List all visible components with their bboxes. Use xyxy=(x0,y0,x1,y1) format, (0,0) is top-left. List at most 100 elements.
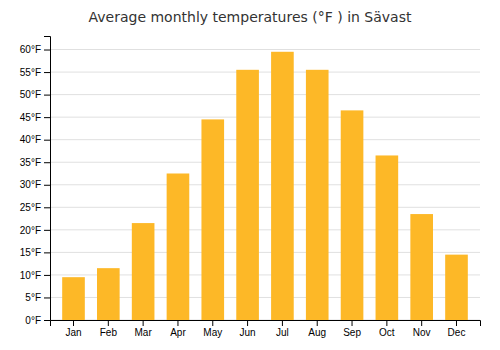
y-tick: 60°F xyxy=(20,44,50,55)
y-tick-mark xyxy=(44,185,50,186)
x-tick-label: Mar xyxy=(135,327,153,338)
x-tick: Jul xyxy=(276,320,289,338)
bar xyxy=(376,155,399,320)
grid-line xyxy=(50,139,480,140)
y-tick-label: 40°F xyxy=(20,134,41,145)
y-tick: 40°F xyxy=(20,134,50,145)
x-tick-mark xyxy=(212,320,213,326)
x-tick-mark xyxy=(317,320,318,326)
x-tick: Mar xyxy=(135,320,153,338)
bar xyxy=(271,52,294,320)
x-tick: Feb xyxy=(100,320,118,338)
grid-line xyxy=(50,162,480,163)
grid-line xyxy=(50,184,480,185)
y-tick: 35°F xyxy=(20,157,50,168)
y-tick-mark xyxy=(44,230,50,231)
chart: 0°F 5°F 10°F 15°F 20°F 25°F 30°F 35°F 40°F 45°F 50… xyxy=(0,0,500,350)
y-tick-label: 20°F xyxy=(20,225,41,236)
grid-line xyxy=(50,49,480,50)
y-tick-label: 55°F xyxy=(20,67,41,78)
x-tick-mark xyxy=(177,320,178,326)
x-tick: Aug xyxy=(308,320,326,338)
grid-line xyxy=(50,94,480,95)
y-tick: 50°F xyxy=(20,89,50,100)
y-tick-label: 50°F xyxy=(20,89,41,100)
y-tick-mark xyxy=(44,140,50,141)
x-tick-mark xyxy=(247,320,248,326)
bar xyxy=(201,119,224,320)
x-axis: Jan Feb Mar Apr May Jun Jul Aug Sep Oct Nov Dec xyxy=(51,320,481,338)
x-tick: Jun xyxy=(240,320,256,338)
y-tick-label: 10°F xyxy=(20,270,41,281)
y-tick: 20°F xyxy=(20,225,50,236)
title: Average monthly temperatures (°F ) in Sä… xyxy=(89,9,412,25)
y-tick: 15°F xyxy=(20,247,50,258)
y-tick-label: 5°F xyxy=(25,292,41,303)
y-tick-mark xyxy=(44,117,50,118)
y-tick: 45°F xyxy=(20,112,50,123)
x-tick-label: Feb xyxy=(100,327,118,338)
x-tick-mark xyxy=(73,320,74,326)
x-tick: Dec xyxy=(448,320,466,338)
grid-line xyxy=(50,207,480,208)
x-tick-label: Sep xyxy=(343,327,361,338)
bar xyxy=(132,223,155,320)
bar xyxy=(306,70,329,320)
x-tick-label: Oct xyxy=(379,327,395,338)
x-tick-label: Apr xyxy=(170,327,186,338)
bar xyxy=(410,214,433,320)
x-tick: Oct xyxy=(379,320,395,338)
x-tick-label: Dec xyxy=(448,327,466,338)
x-tick-label: May xyxy=(203,327,222,338)
y-tick: 25°F xyxy=(20,202,50,213)
x-tick-mark xyxy=(421,320,422,326)
y-tick-mark xyxy=(44,72,50,73)
grid-line xyxy=(50,117,480,118)
plot: 0°F 5°F 10°F 15°F 20°F 25°F 30°F 35°F 40°F 45°F 50… xyxy=(20,37,481,339)
bar xyxy=(236,70,259,320)
x-tick: Jan xyxy=(65,320,81,338)
x-tick: May xyxy=(203,320,222,338)
grid-line xyxy=(50,72,480,73)
bars xyxy=(62,52,468,320)
x-tick-mark xyxy=(282,320,283,326)
grid xyxy=(50,50,480,320)
y-tick-label: 45°F xyxy=(20,112,41,123)
y-tick-label: 15°F xyxy=(20,247,41,258)
y-tick-label: 60°F xyxy=(20,44,41,55)
x-tick-label: Jan xyxy=(65,327,81,338)
y-tick-mark xyxy=(44,252,50,253)
x-tick-mark xyxy=(386,320,387,326)
x-tick-label: Jul xyxy=(276,327,289,338)
y-tick-mark xyxy=(44,50,50,51)
y-tick-label: 0°F xyxy=(25,315,41,326)
y-tick: 30°F xyxy=(20,179,50,190)
y-tick: 0°F xyxy=(25,315,50,326)
y-tick: 55°F xyxy=(20,67,50,78)
bar xyxy=(167,173,190,320)
y-tick-mark xyxy=(44,95,50,96)
x-tick-mark xyxy=(108,320,109,326)
bar xyxy=(341,110,364,320)
y-tick-mark xyxy=(44,320,50,321)
y-tick-mark xyxy=(44,275,50,276)
x-tick-mark xyxy=(352,320,353,326)
y-tick: 5°F xyxy=(25,292,50,303)
y-tick-mark xyxy=(44,207,50,208)
y-tick: 10°F xyxy=(20,270,50,281)
x-axis-line xyxy=(51,321,481,327)
x-tick-mark xyxy=(143,320,144,326)
y-axis-line xyxy=(44,37,51,321)
x-tick-mark xyxy=(456,320,457,326)
bar xyxy=(62,277,85,320)
x-tick: Apr xyxy=(170,320,186,338)
y-tick-label: 25°F xyxy=(20,202,41,213)
y-tick-label: 35°F xyxy=(20,157,41,168)
x-tick: Nov xyxy=(413,320,431,338)
x-tick-label: Nov xyxy=(413,327,431,338)
bar xyxy=(97,268,120,320)
y-axis: 0°F 5°F 10°F 15°F 20°F 25°F 30°F 35°F 40°F 45°F 50… xyxy=(20,37,51,326)
bar xyxy=(445,255,468,320)
y-tick-mark xyxy=(44,162,50,163)
x-tick-label: Aug xyxy=(308,327,326,338)
